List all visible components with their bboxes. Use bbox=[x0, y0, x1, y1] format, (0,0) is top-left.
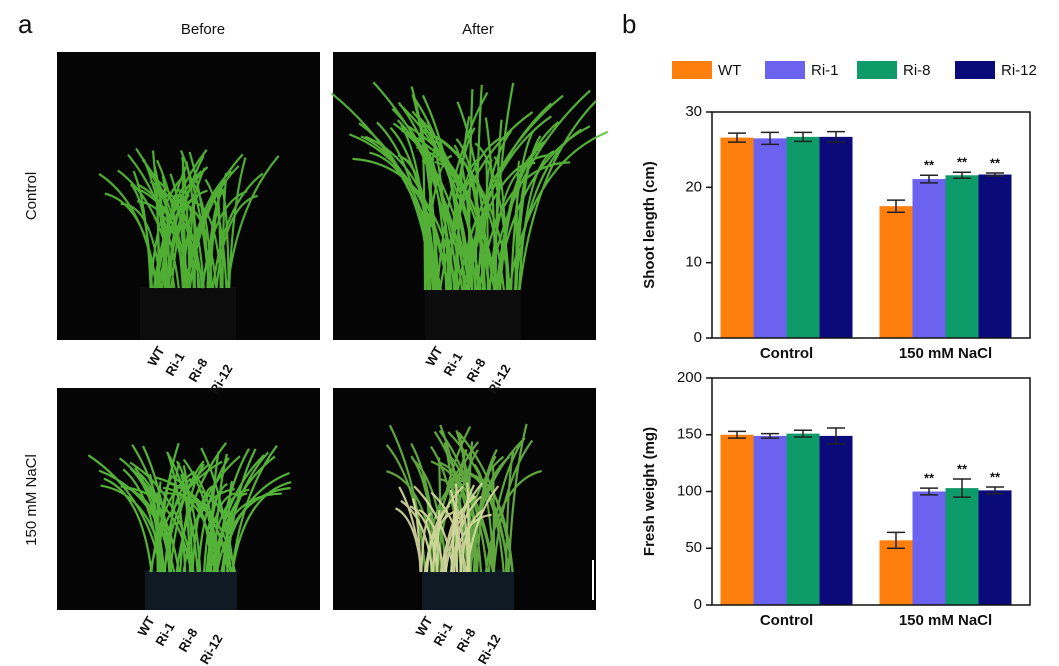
error-bar bbox=[794, 429, 812, 438]
axis-frame bbox=[711, 111, 1031, 339]
x-tick-label: Control bbox=[760, 612, 813, 629]
axis-frame bbox=[711, 377, 1031, 606]
bar bbox=[912, 491, 946, 605]
y-tick-label: 150 bbox=[677, 426, 702, 443]
column-header: Before bbox=[181, 21, 225, 38]
legend-label: Ri-1 bbox=[811, 62, 839, 79]
error-bar bbox=[986, 172, 1004, 177]
y-tick-label: 100 bbox=[677, 482, 702, 499]
genotype-label: WT bbox=[134, 614, 157, 639]
bar bbox=[720, 137, 754, 338]
error-bar bbox=[953, 171, 971, 180]
error-bar bbox=[761, 131, 779, 146]
bar bbox=[945, 488, 979, 605]
error-bar bbox=[986, 486, 1004, 495]
error-bar bbox=[887, 531, 905, 549]
significance-label: ** bbox=[957, 461, 968, 476]
bar bbox=[786, 136, 820, 338]
genotype-label: WT bbox=[412, 614, 435, 639]
bar bbox=[912, 179, 946, 338]
error-bar bbox=[953, 478, 971, 498]
y-axis-label: Shoot length (cm) bbox=[641, 161, 658, 289]
genotype-label: Ri-1 bbox=[152, 620, 177, 649]
legend-swatch bbox=[765, 61, 805, 79]
error-bar bbox=[761, 432, 779, 439]
legend-swatch bbox=[672, 61, 712, 79]
y-tick-label: 20 bbox=[685, 178, 702, 195]
error-bar bbox=[920, 174, 938, 184]
significance-label: ** bbox=[990, 469, 1001, 484]
y-tick-label: 10 bbox=[685, 254, 702, 271]
y-tick-label: 50 bbox=[685, 539, 702, 556]
genotype-label: Ri-1 bbox=[430, 620, 455, 649]
genotype-label: Ri-8 bbox=[185, 356, 210, 385]
column-header: After bbox=[462, 21, 494, 38]
pot bbox=[140, 287, 236, 340]
y-tick-label: 0 bbox=[694, 329, 702, 346]
genotype-label: Ri-8 bbox=[453, 626, 478, 655]
plant-leaves bbox=[394, 482, 500, 573]
genotype-label: Ri-12 bbox=[475, 632, 504, 666]
bar bbox=[753, 138, 787, 338]
legend-swatch bbox=[955, 61, 995, 79]
x-tick-label: Control bbox=[760, 345, 813, 362]
plant-leaves bbox=[330, 81, 609, 291]
genotype-label: Ri-12 bbox=[197, 632, 226, 666]
genotype-label: Ri-8 bbox=[463, 356, 488, 385]
genotype-label: Ri-8 bbox=[175, 626, 200, 655]
plant-leaves bbox=[87, 442, 292, 573]
plant-leaves bbox=[98, 147, 280, 289]
panel-label: b bbox=[622, 9, 636, 39]
significance-label: ** bbox=[924, 471, 935, 486]
panel-label: a bbox=[18, 9, 33, 39]
x-tick-label: 150 mM NaCl bbox=[899, 345, 992, 362]
bar bbox=[879, 206, 913, 338]
y-tick-label: 30 bbox=[685, 103, 702, 120]
plants bbox=[87, 81, 609, 573]
significance-label: ** bbox=[924, 158, 935, 173]
bar bbox=[819, 136, 853, 338]
bar bbox=[753, 435, 787, 605]
legend-label: Ri-12 bbox=[1001, 62, 1037, 79]
significance-label: ** bbox=[990, 155, 1001, 170]
error-bar bbox=[794, 131, 812, 143]
error-bar bbox=[728, 132, 746, 143]
genotype-label: WT bbox=[144, 344, 167, 369]
bar bbox=[786, 433, 820, 605]
bar bbox=[978, 174, 1012, 338]
error-bar bbox=[827, 130, 845, 143]
genotype-label: WT bbox=[422, 344, 445, 369]
error-bar bbox=[827, 427, 845, 445]
bar bbox=[978, 490, 1012, 605]
bar bbox=[945, 175, 979, 338]
row-label: 150 mM NaCl bbox=[23, 454, 40, 546]
legend-swatch bbox=[857, 61, 897, 79]
bar bbox=[720, 434, 754, 605]
error-bar bbox=[887, 199, 905, 213]
pot bbox=[422, 570, 514, 610]
significance-label: ** bbox=[957, 155, 968, 170]
error-bar bbox=[920, 487, 938, 496]
x-tick-label: 150 mM NaCl bbox=[899, 612, 992, 629]
pot bbox=[145, 570, 237, 610]
genotype-label: Ri-1 bbox=[440, 350, 465, 379]
pot bbox=[425, 287, 521, 340]
legend-label: Ri-8 bbox=[903, 62, 931, 79]
bar bbox=[819, 435, 853, 605]
legend-label: WT bbox=[718, 62, 741, 79]
row-label: Control bbox=[23, 172, 40, 220]
y-tick-label: 0 bbox=[694, 596, 702, 613]
y-axis-label: Fresh weight (mg) bbox=[641, 427, 658, 556]
error-bar bbox=[728, 430, 746, 439]
genotype-label: Ri-1 bbox=[162, 350, 187, 379]
y-tick-label: 200 bbox=[677, 369, 702, 386]
bar bbox=[879, 540, 913, 605]
